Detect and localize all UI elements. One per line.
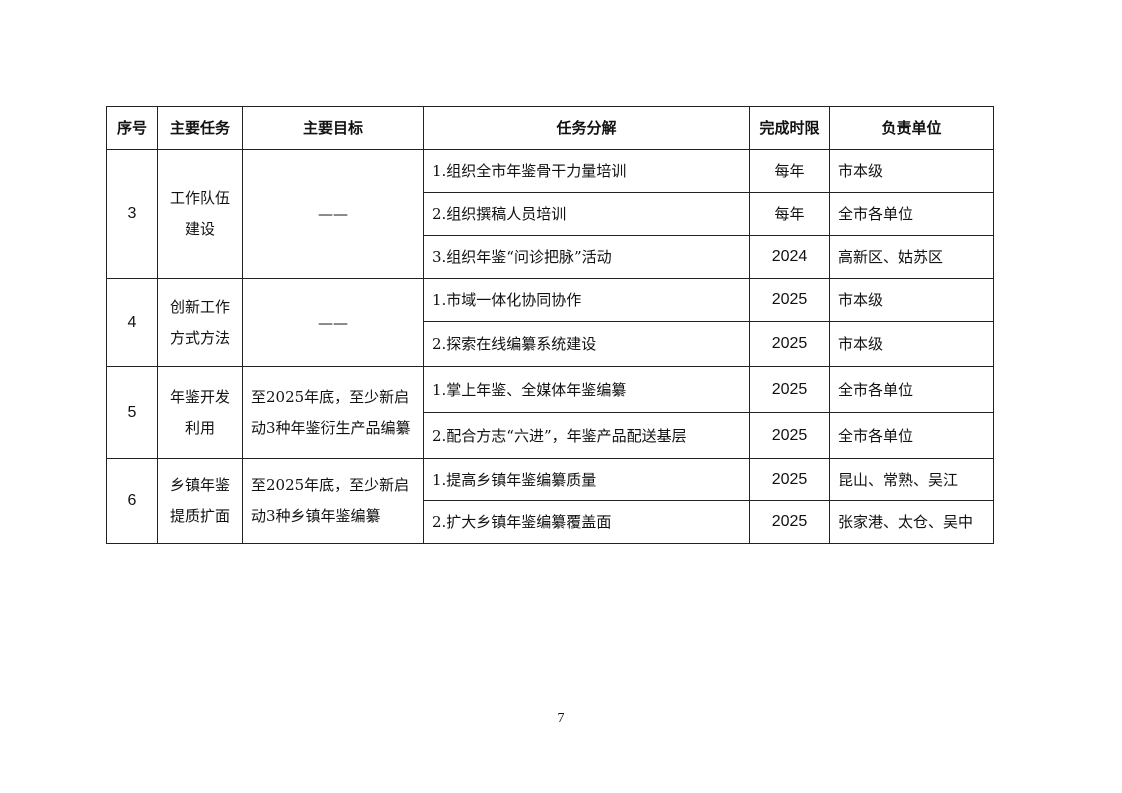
row-deadline: 2025 bbox=[749, 321, 830, 367]
row-target: —— bbox=[242, 149, 424, 279]
table-row: 2.探索在线编纂系统建设 2025 市本级 bbox=[107, 321, 994, 367]
row-sub: 1.市域一体化协同协作 bbox=[423, 278, 750, 322]
row-sub: 2.配合方志“六进”，年鉴产品配送基层 bbox=[423, 412, 750, 459]
row-deadline: 每年 bbox=[749, 192, 830, 236]
row-deadline: 2024 bbox=[749, 235, 830, 279]
row-sub: 1.掌上年鉴、全媒体年鉴编纂 bbox=[423, 366, 750, 413]
header-target: 主要目标 bbox=[242, 106, 424, 150]
row-target: —— bbox=[242, 278, 424, 367]
row-task: 年鉴开发利用 bbox=[157, 366, 243, 459]
row-sub: 2.探索在线编纂系统建设 bbox=[423, 321, 750, 367]
row-sub: 2.组织撰稿人员培训 bbox=[423, 192, 750, 236]
row-sub: 3.组织年鉴“问诊把脉”活动 bbox=[423, 235, 750, 279]
row-unit: 市本级 bbox=[829, 149, 994, 193]
row-deadline: 2025 bbox=[749, 500, 830, 544]
table-row: 2.扩大乡镇年鉴编纂覆盖面 2025 张家港、太仓、吴中 bbox=[107, 500, 994, 544]
row-unit: 市本级 bbox=[829, 321, 994, 367]
table-row: 6 乡镇年鉴提质扩面 至2025年底，至少新启动3种乡镇年鉴编纂 1.提高乡镇年… bbox=[106, 458, 994, 544]
row-unit: 全市各单位 bbox=[829, 412, 994, 459]
header-task: 主要任务 bbox=[157, 106, 243, 150]
row-unit: 全市各单位 bbox=[829, 192, 994, 236]
row-unit: 昆山、常熟、吴江 bbox=[829, 458, 994, 501]
row-no: 6 bbox=[106, 458, 158, 544]
header-breakdown: 任务分解 bbox=[423, 106, 750, 150]
table-row: 2.组织撰稿人员培训 每年 全市各单位 bbox=[107, 192, 994, 236]
header-row: 序号 主要任务 主要目标 任务分解 完成时限 负责单位 bbox=[106, 106, 994, 150]
row-target: 至2025年底，至少新启动3种年鉴衍生产品编纂 bbox=[242, 366, 424, 459]
row-sub: 2.扩大乡镇年鉴编纂覆盖面 bbox=[423, 500, 750, 544]
table-row: 3 工作队伍建设 —— 1.组织全市年鉴骨干力量培训 每年 市本级 bbox=[106, 149, 994, 279]
row-no: 4 bbox=[106, 278, 158, 367]
row-sub: 1.提高乡镇年鉴编纂质量 bbox=[423, 458, 750, 501]
row-unit: 张家港、太仓、吴中 bbox=[829, 500, 994, 544]
row-sub: 1.组织全市年鉴骨干力量培训 bbox=[423, 149, 750, 193]
row-deadline: 2025 bbox=[749, 278, 830, 322]
row-target: 至2025年底，至少新启动3种乡镇年鉴编纂 bbox=[242, 458, 424, 544]
row-deadline: 2025 bbox=[749, 458, 830, 501]
page-number: 7 bbox=[557, 711, 565, 726]
header-no: 序号 bbox=[106, 106, 158, 150]
table-row: 3.组织年鉴“问诊把脉”活动 2024 高新区、姑苏区 bbox=[107, 235, 994, 279]
row-task: 工作队伍建设 bbox=[157, 149, 243, 279]
row-unit: 市本级 bbox=[829, 278, 994, 322]
row-no: 5 bbox=[106, 366, 158, 459]
row-task: 乡镇年鉴提质扩面 bbox=[157, 458, 243, 544]
table-row: 2.配合方志“六进”，年鉴产品配送基层 2025 全市各单位 bbox=[107, 412, 994, 459]
row-deadline: 2025 bbox=[749, 412, 830, 459]
row-unit: 全市各单位 bbox=[829, 366, 994, 413]
row-task: 创新工作方式方法 bbox=[157, 278, 243, 367]
task-table: 序号 主要任务 主要目标 任务分解 完成时限 负责单位 3 工作队伍建设 —— … bbox=[106, 106, 994, 544]
row-deadline: 2025 bbox=[749, 366, 830, 413]
row-no: 3 bbox=[106, 149, 158, 279]
row-unit: 高新区、姑苏区 bbox=[829, 235, 994, 279]
header-unit: 负责单位 bbox=[829, 106, 994, 150]
table-row: 4 创新工作方式方法 —— 1.市域一体化协同协作 2025 市本级 bbox=[106, 278, 994, 367]
table-row: 5 年鉴开发利用 至2025年底，至少新启动3种年鉴衍生产品编纂 1.掌上年鉴、… bbox=[106, 366, 994, 459]
header-deadline: 完成时限 bbox=[749, 106, 830, 150]
row-deadline: 每年 bbox=[749, 149, 830, 193]
